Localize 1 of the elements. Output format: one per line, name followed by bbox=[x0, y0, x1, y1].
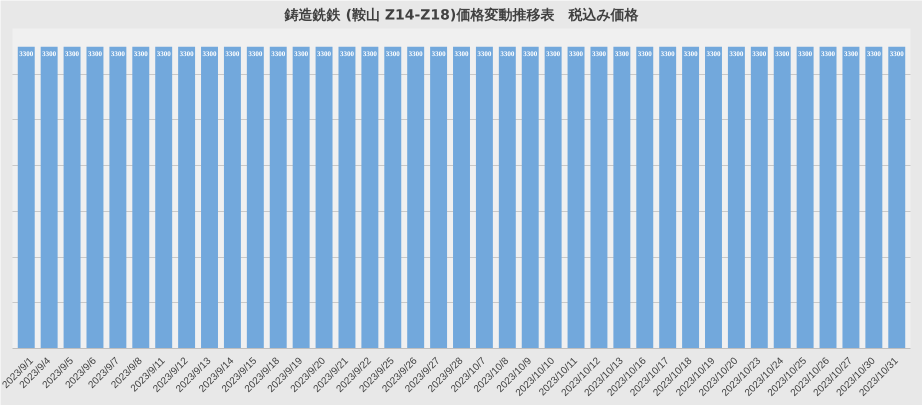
chart-title: 鋳造銑鉄 (鞍山 Z14-Z18)価格変動推移表 税込み価格 bbox=[284, 6, 640, 24]
